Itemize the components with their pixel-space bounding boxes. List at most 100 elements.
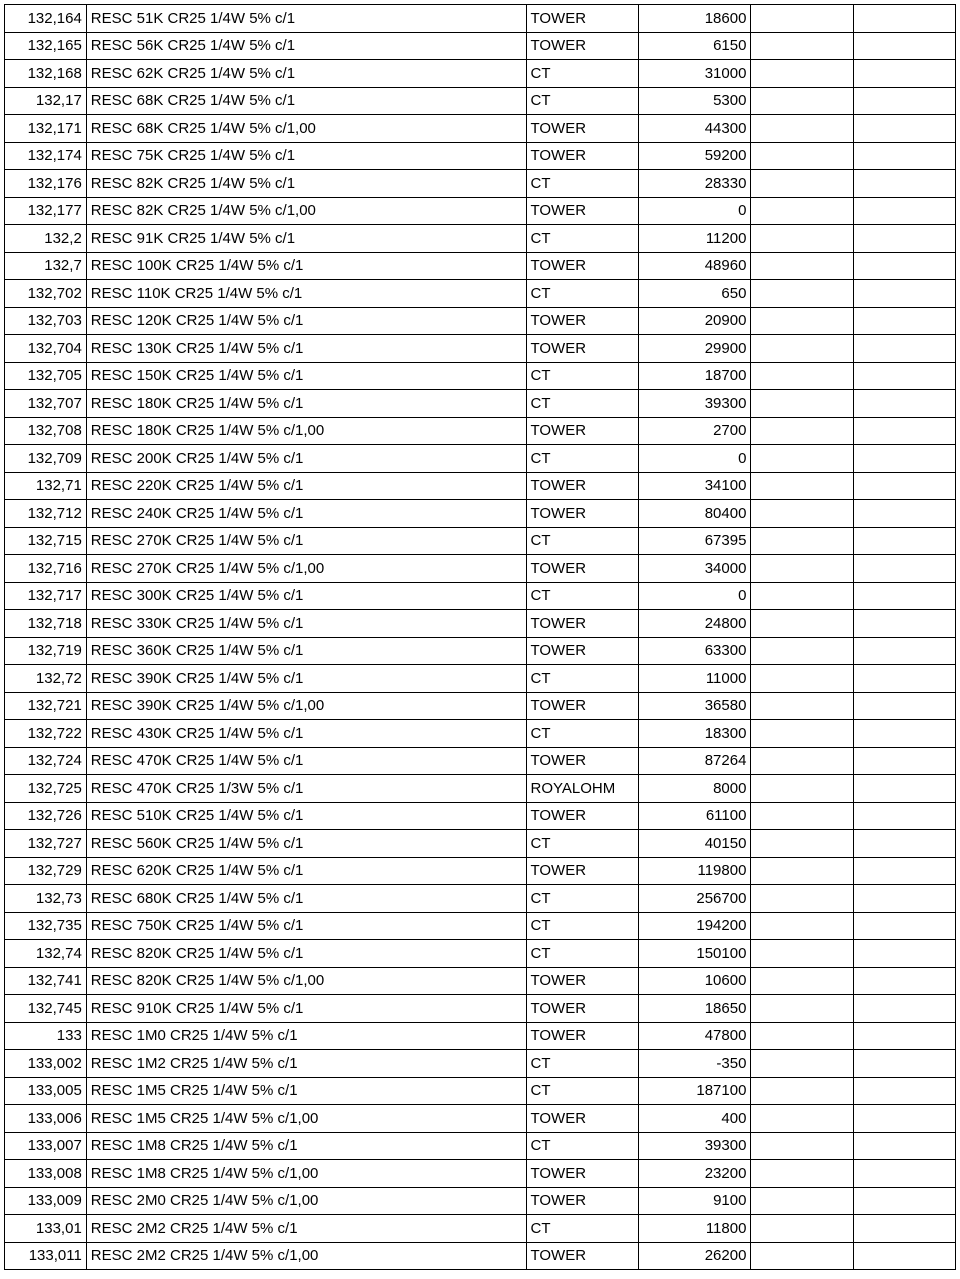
table-row: 132,73RESC 680K CR25 1/4W 5% c/1CT256700 <box>5 885 956 913</box>
cell-description: RESC 220K CR25 1/4W 5% c/1 <box>86 472 526 500</box>
table-row: 132,71RESC 220K CR25 1/4W 5% c/1TOWER341… <box>5 472 956 500</box>
cell-empty-2 <box>853 362 955 390</box>
cell-empty-2 <box>853 637 955 665</box>
cell-empty-2 <box>853 5 955 33</box>
cell-quantity: 9100 <box>638 1187 750 1215</box>
cell-empty-1 <box>751 280 853 308</box>
cell-code: 132,722 <box>5 720 87 748</box>
table-row: 132,171RESC 68K CR25 1/4W 5% c/1,00TOWER… <box>5 115 956 143</box>
cell-code: 132,72 <box>5 665 87 693</box>
cell-code: 132,708 <box>5 417 87 445</box>
cell-quantity: 34000 <box>638 555 750 583</box>
table-row: 132,702RESC 110K CR25 1/4W 5% c/1CT650 <box>5 280 956 308</box>
cell-description: RESC 390K CR25 1/4W 5% c/1,00 <box>86 692 526 720</box>
cell-brand: CT <box>526 1050 638 1078</box>
cell-empty-1 <box>751 610 853 638</box>
cell-code: 132,716 <box>5 555 87 583</box>
cell-description: RESC 1M5 CR25 1/4W 5% c/1 <box>86 1077 526 1105</box>
cell-empty-1 <box>751 390 853 418</box>
table-row: 132,717RESC 300K CR25 1/4W 5% c/1CT0 <box>5 582 956 610</box>
cell-quantity: 36580 <box>638 692 750 720</box>
cell-code: 132,745 <box>5 995 87 1023</box>
cell-brand: CT <box>526 445 638 473</box>
cell-empty-2 <box>853 142 955 170</box>
cell-code: 133,008 <box>5 1160 87 1188</box>
cell-brand: CT <box>526 1215 638 1243</box>
cell-brand: CT <box>526 527 638 555</box>
cell-empty-1 <box>751 720 853 748</box>
cell-empty-1 <box>751 1077 853 1105</box>
cell-brand: TOWER <box>526 32 638 60</box>
cell-empty-2 <box>853 857 955 885</box>
cell-quantity: 0 <box>638 445 750 473</box>
cell-code: 132,715 <box>5 527 87 555</box>
cell-empty-2 <box>853 472 955 500</box>
table-row: 132,17RESC 68K CR25 1/4W 5% c/1CT5300 <box>5 87 956 115</box>
cell-quantity: 40150 <box>638 830 750 858</box>
cell-code: 132,717 <box>5 582 87 610</box>
cell-empty-1 <box>751 472 853 500</box>
cell-brand: TOWER <box>526 995 638 1023</box>
cell-code: 133,006 <box>5 1105 87 1133</box>
cell-empty-1 <box>751 500 853 528</box>
cell-empty-1 <box>751 32 853 60</box>
table-row: 132,718RESC 330K CR25 1/4W 5% c/1TOWER24… <box>5 610 956 638</box>
cell-quantity: 256700 <box>638 885 750 913</box>
cell-code: 133,01 <box>5 1215 87 1243</box>
cell-quantity: 11800 <box>638 1215 750 1243</box>
cell-empty-1 <box>751 802 853 830</box>
cell-empty-2 <box>853 692 955 720</box>
cell-empty-1 <box>751 335 853 363</box>
table-row: 132,735RESC 750K CR25 1/4W 5% c/1CT19420… <box>5 912 956 940</box>
cell-empty-2 <box>853 720 955 748</box>
cell-code: 132,165 <box>5 32 87 60</box>
cell-empty-2 <box>853 32 955 60</box>
cell-description: RESC 560K CR25 1/4W 5% c/1 <box>86 830 526 858</box>
cell-empty-2 <box>853 940 955 968</box>
cell-quantity: 63300 <box>638 637 750 665</box>
cell-empty-1 <box>751 692 853 720</box>
table-row: 133,007RESC 1M8 CR25 1/4W 5% c/1CT39300 <box>5 1132 956 1160</box>
cell-description: RESC 82K CR25 1/4W 5% c/1 <box>86 170 526 198</box>
cell-empty-2 <box>853 885 955 913</box>
cell-empty-1 <box>751 362 853 390</box>
cell-brand: CT <box>526 940 638 968</box>
cell-empty-2 <box>853 115 955 143</box>
cell-code: 132,168 <box>5 60 87 88</box>
cell-code: 132,709 <box>5 445 87 473</box>
table-row: 132,724RESC 470K CR25 1/4W 5% c/1TOWER87… <box>5 747 956 775</box>
cell-empty-1 <box>751 555 853 583</box>
cell-quantity: 29900 <box>638 335 750 363</box>
table-row: 132,712RESC 240K CR25 1/4W 5% c/1TOWER80… <box>5 500 956 528</box>
parts-table-body: 132,164RESC 51K CR25 1/4W 5% c/1TOWER186… <box>5 5 956 1270</box>
cell-empty-1 <box>751 830 853 858</box>
cell-empty-1 <box>751 1105 853 1133</box>
cell-code: 132,712 <box>5 500 87 528</box>
cell-description: RESC 270K CR25 1/4W 5% c/1,00 <box>86 555 526 583</box>
cell-code: 132,177 <box>5 197 87 225</box>
cell-empty-1 <box>751 115 853 143</box>
cell-code: 132,171 <box>5 115 87 143</box>
cell-empty-1 <box>751 637 853 665</box>
cell-brand: TOWER <box>526 1105 638 1133</box>
table-row: 132,7RESC 100K CR25 1/4W 5% c/1TOWER4896… <box>5 252 956 280</box>
cell-empty-2 <box>853 225 955 253</box>
cell-brand: TOWER <box>526 335 638 363</box>
cell-code: 132,7 <box>5 252 87 280</box>
cell-description: RESC 270K CR25 1/4W 5% c/1 <box>86 527 526 555</box>
table-row: 132,174RESC 75K CR25 1/4W 5% c/1TOWER592… <box>5 142 956 170</box>
cell-empty-2 <box>853 1050 955 1078</box>
cell-empty-2 <box>853 775 955 803</box>
cell-empty-1 <box>751 775 853 803</box>
cell-description: RESC 51K CR25 1/4W 5% c/1 <box>86 5 526 33</box>
table-row: 132,721RESC 390K CR25 1/4W 5% c/1,00TOWE… <box>5 692 956 720</box>
cell-description: RESC 1M8 CR25 1/4W 5% c/1,00 <box>86 1160 526 1188</box>
cell-empty-1 <box>751 60 853 88</box>
table-row: 132,703RESC 120K CR25 1/4W 5% c/1TOWER20… <box>5 307 956 335</box>
table-row: 133RESC 1M0 CR25 1/4W 5% c/1TOWER47800 <box>5 1022 956 1050</box>
cell-quantity: 26200 <box>638 1242 750 1270</box>
cell-description: RESC 110K CR25 1/4W 5% c/1 <box>86 280 526 308</box>
table-row: 132,176RESC 82K CR25 1/4W 5% c/1CT28330 <box>5 170 956 198</box>
cell-description: RESC 330K CR25 1/4W 5% c/1 <box>86 610 526 638</box>
cell-empty-1 <box>751 142 853 170</box>
